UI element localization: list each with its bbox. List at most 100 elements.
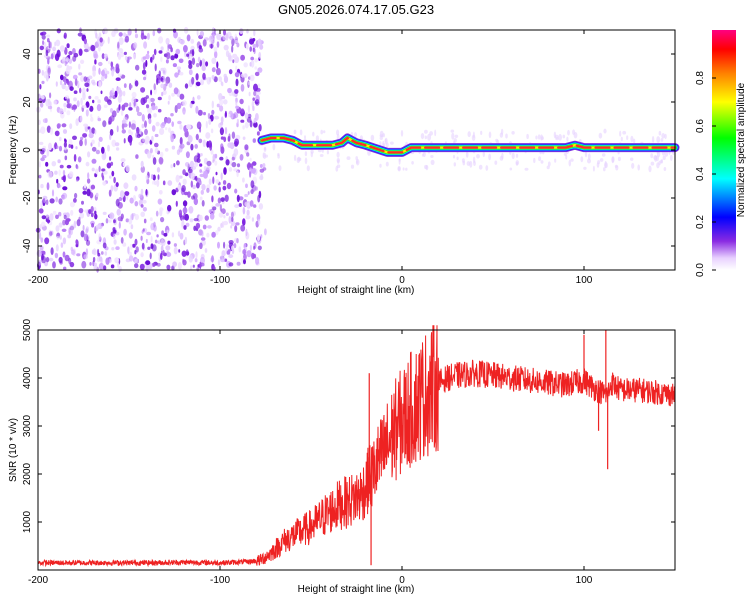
noise-speckle xyxy=(119,190,125,199)
track-halo-speckle xyxy=(420,133,425,140)
noise-speckle xyxy=(84,184,87,189)
noise-speckle xyxy=(181,250,187,257)
noise-speckle xyxy=(207,112,211,120)
noise-speckle xyxy=(190,38,195,44)
track-halo-speckle xyxy=(566,136,569,142)
noise-speckle xyxy=(63,32,67,39)
noise-speckle xyxy=(262,163,266,168)
noise-speckle xyxy=(39,245,44,251)
noise-speckle xyxy=(64,79,67,85)
noise-speckle xyxy=(56,123,62,129)
noise-speckle xyxy=(58,169,61,176)
noise-speckle xyxy=(246,116,252,123)
noise-speckle xyxy=(109,175,112,179)
noise-speckle xyxy=(120,158,126,163)
noise-speckle xyxy=(190,143,194,151)
track-halo-speckle xyxy=(430,155,434,158)
noise-speckle xyxy=(92,257,96,262)
noise-speckle xyxy=(144,140,149,145)
noise-speckle xyxy=(72,104,78,110)
noise-speckle xyxy=(189,160,194,168)
noise-speckle xyxy=(68,66,73,70)
noise-speckle xyxy=(200,79,205,86)
track-halo-speckle xyxy=(601,153,606,157)
noise-speckle xyxy=(259,44,264,50)
noise-speckle xyxy=(47,105,53,110)
track-halo-speckle xyxy=(320,129,324,135)
noise-speckle xyxy=(171,92,175,97)
snr-series-line xyxy=(37,325,676,568)
noise-speckle xyxy=(78,48,83,56)
noise-speckle xyxy=(251,217,254,222)
noise-speckle xyxy=(225,212,229,216)
noise-speckle xyxy=(211,57,217,64)
noise-speckle xyxy=(151,135,154,142)
track-halo-speckle xyxy=(453,138,457,143)
noise-speckle xyxy=(189,102,193,109)
noise-speckle xyxy=(58,198,63,205)
track-halo-speckle xyxy=(547,161,551,167)
noise-speckle xyxy=(142,56,147,60)
noise-speckle xyxy=(231,131,236,139)
noise-speckle xyxy=(163,232,168,237)
track-halo-speckle xyxy=(299,157,302,161)
noise-speckle xyxy=(98,32,102,39)
noise-speckle xyxy=(134,263,139,269)
noise-speckle xyxy=(183,191,189,196)
noise-speckle xyxy=(226,182,232,190)
noise-speckle xyxy=(184,83,189,89)
noise-speckle xyxy=(245,215,251,220)
noise-speckle xyxy=(233,40,239,44)
noise-speckle xyxy=(151,180,155,185)
noise-speckle xyxy=(144,128,148,135)
noise-speckle xyxy=(93,265,98,271)
noise-speckle xyxy=(236,163,241,168)
track-halo-speckle xyxy=(611,156,615,164)
noise-speckle xyxy=(91,146,97,152)
noise-speckle xyxy=(182,169,186,176)
snr-x-ticks: -200 -100 0 100 xyxy=(28,330,593,586)
noise-speckle xyxy=(114,142,120,147)
noise-speckle xyxy=(108,189,112,197)
noise-speckle xyxy=(219,105,224,112)
track-halo-speckle xyxy=(379,136,383,141)
noise-speckle xyxy=(217,226,221,232)
track-halo-speckle xyxy=(604,162,608,169)
noise-speckle xyxy=(87,172,90,180)
noise-speckle xyxy=(203,111,206,116)
noise-speckle xyxy=(80,97,83,106)
noise-speckle xyxy=(214,160,218,166)
noise-speckle xyxy=(251,100,255,108)
noise-speckle xyxy=(123,51,127,56)
noise-speckle xyxy=(80,230,85,238)
noise-speckle xyxy=(94,59,97,65)
track-halo-speckle xyxy=(546,165,550,170)
noise-speckle xyxy=(252,97,255,101)
noise-speckle xyxy=(166,229,169,234)
noise-speckle xyxy=(79,115,83,123)
noise-speckle xyxy=(62,129,68,134)
noise-speckle xyxy=(245,43,249,50)
noise-speckle xyxy=(42,154,47,159)
noise-speckle xyxy=(239,98,244,105)
track-halo-speckle xyxy=(278,165,282,172)
noise-speckle xyxy=(118,48,124,54)
noise-speckle xyxy=(65,218,71,222)
noise-speckle xyxy=(162,90,167,95)
noise-speckle xyxy=(244,112,249,120)
noise-speckle xyxy=(172,28,177,33)
noise-speckle xyxy=(202,72,206,80)
noise-speckle xyxy=(118,32,123,37)
noise-speckle xyxy=(66,103,71,109)
noise-speckle xyxy=(165,245,171,251)
noise-speckle xyxy=(145,238,148,244)
noise-speckle xyxy=(49,213,54,221)
noise-speckle xyxy=(179,232,184,240)
noise-speckle xyxy=(123,138,126,144)
noise-speckle xyxy=(183,225,187,230)
noise-speckle xyxy=(186,124,192,130)
noise-speckle xyxy=(55,81,58,87)
noise-speckle xyxy=(134,80,139,87)
noise-speckle xyxy=(214,115,220,120)
noise-speckle xyxy=(258,203,264,210)
